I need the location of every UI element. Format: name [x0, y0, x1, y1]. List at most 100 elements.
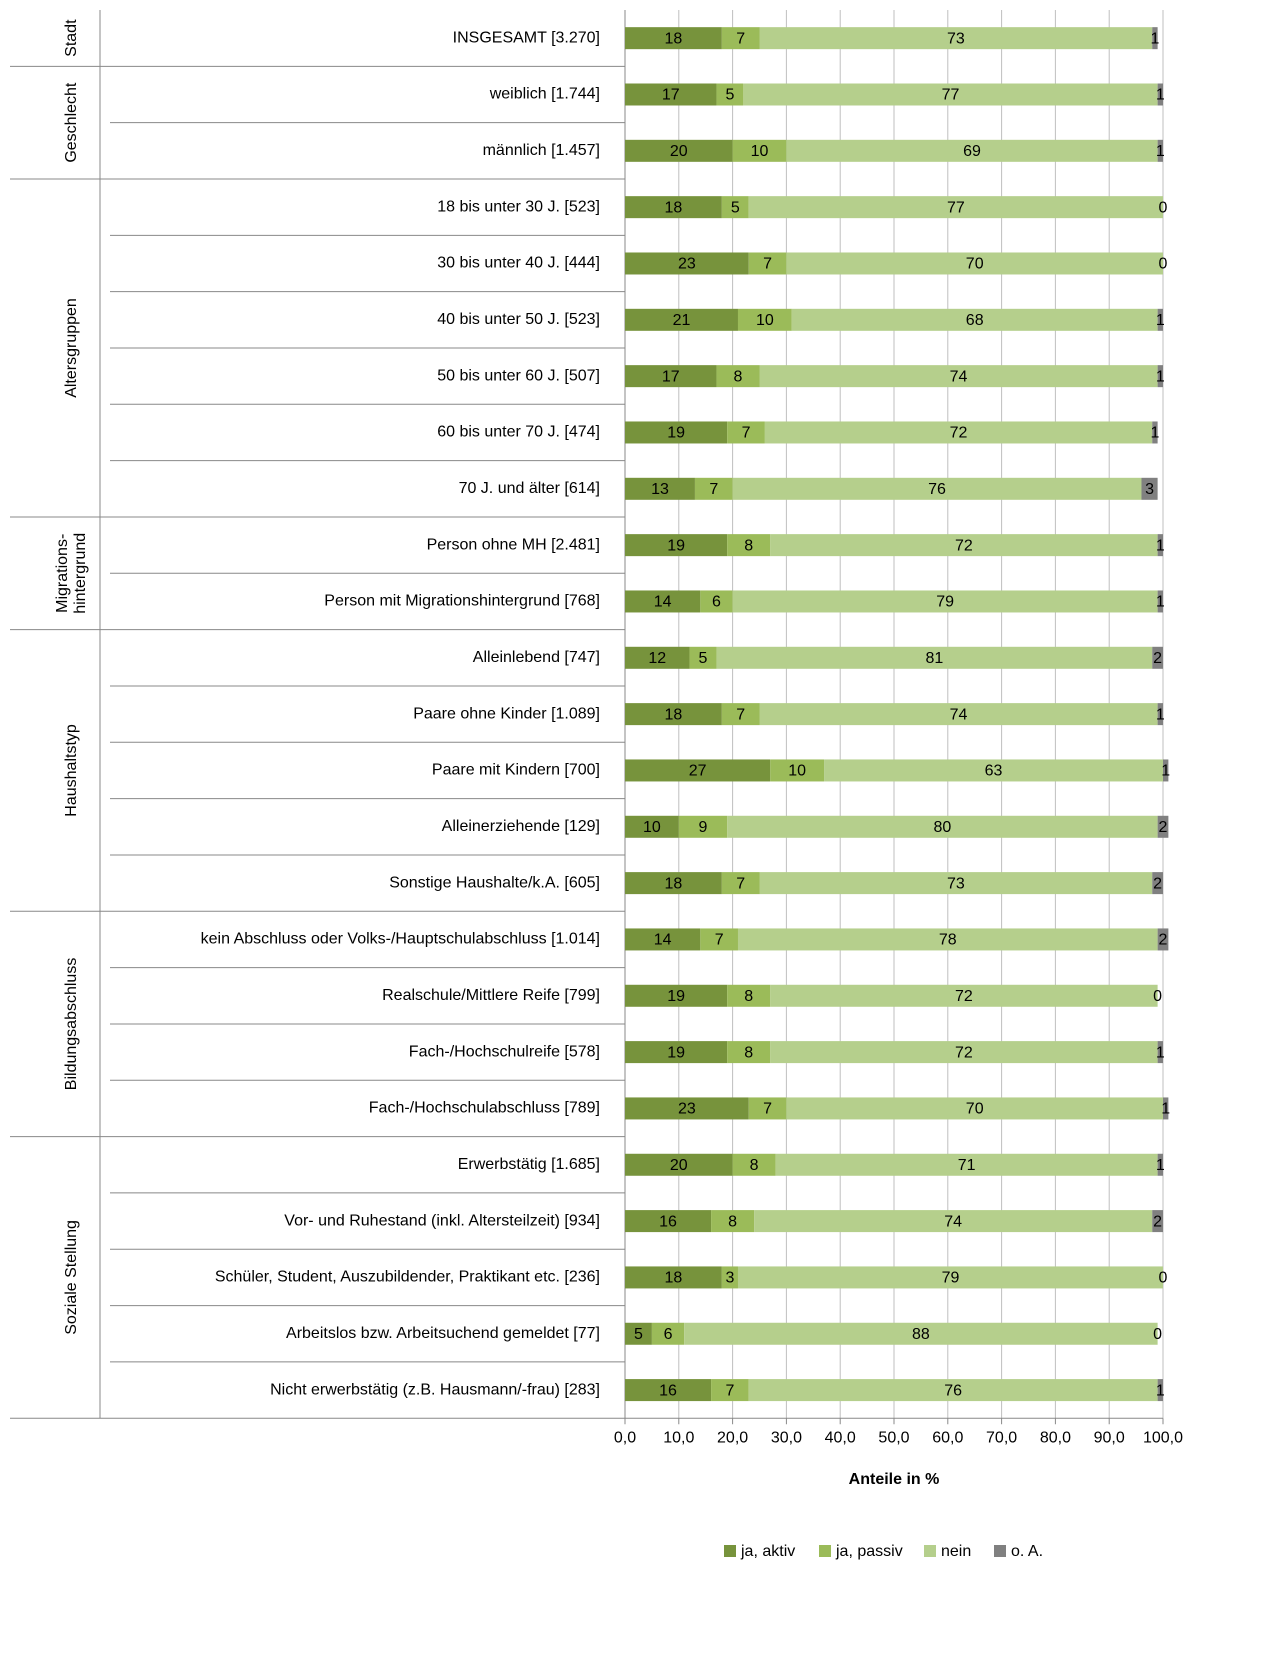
data-label: 3 — [725, 1270, 734, 1287]
bar-segment — [759, 365, 1158, 388]
data-label: 17 — [662, 87, 680, 104]
data-label: 1 — [1150, 425, 1159, 442]
bar-segment — [625, 1210, 712, 1233]
group-label: Geschlecht — [63, 82, 80, 163]
bar-segment — [625, 1153, 733, 1176]
x-tick-label: 30,0 — [771, 1429, 802, 1446]
data-label: 18 — [665, 1270, 683, 1287]
data-label: 23 — [678, 256, 696, 273]
data-label: 0 — [1153, 1326, 1162, 1343]
bar-segment — [721, 196, 749, 219]
data-label: 13 — [651, 481, 669, 498]
category-label: 18 bis unter 30 J. [523] — [437, 198, 600, 215]
data-label: 20 — [670, 143, 688, 160]
data-label: 18 — [665, 199, 683, 216]
data-label: 12 — [648, 650, 666, 667]
data-label: 1 — [1161, 763, 1170, 780]
bar-segment — [786, 139, 1158, 162]
bar-segment — [684, 1322, 1158, 1345]
legend-label: ja, aktiv — [740, 1543, 795, 1560]
bar-segment — [625, 815, 679, 838]
category-label: Alleinlebend [747] — [473, 649, 600, 666]
bar-segment — [754, 1210, 1153, 1233]
bar-segment — [625, 139, 733, 162]
bar-segment — [1157, 534, 1163, 557]
data-label: 5 — [725, 87, 734, 104]
category-label: Erwerbstätig [1.685] — [458, 1156, 600, 1173]
category-label: weiblich [1.744] — [489, 86, 600, 103]
category-label: 70 J. und älter [614] — [459, 480, 600, 497]
bar-segment — [721, 27, 760, 50]
data-label: 63 — [985, 763, 1003, 780]
data-label: 10 — [643, 819, 661, 836]
data-label: 23 — [678, 1101, 696, 1118]
bar-segment — [1152, 421, 1158, 444]
data-label: 16 — [659, 1382, 677, 1399]
bar-segment — [689, 646, 717, 669]
legend-swatch — [819, 1545, 831, 1557]
data-label: 80 — [934, 819, 952, 836]
bar-segment — [727, 534, 771, 557]
legend-label: ja, passiv — [835, 1543, 903, 1560]
category-label: Realschule/Mittlere Reife [799] — [382, 987, 600, 1004]
data-label: 1 — [1156, 594, 1165, 611]
legend-label: o. A. — [1011, 1543, 1043, 1560]
data-label: 8 — [744, 1044, 753, 1061]
bar-segment — [737, 928, 1158, 951]
bar-segment — [727, 984, 771, 1007]
group-label: Altersgruppen — [63, 298, 80, 398]
data-label: 19 — [667, 1044, 685, 1061]
data-label: 8 — [744, 537, 753, 554]
bar-segment — [737, 308, 792, 331]
category-label: Fach-/Hochschulabschluss [789] — [369, 1100, 600, 1117]
data-label: 7 — [715, 932, 724, 949]
data-label: 18 — [665, 706, 683, 723]
data-label: 6 — [664, 1326, 673, 1343]
data-label: 78 — [939, 932, 957, 949]
bar-segment — [786, 252, 1163, 275]
bar-segment — [1152, 872, 1163, 895]
data-label: 6 — [712, 594, 721, 611]
bar-segment — [625, 308, 738, 331]
bar-segment — [625, 1322, 652, 1345]
data-label: 76 — [928, 481, 946, 498]
category-label: Sonstige Haushalte/k.A. [605] — [389, 874, 600, 891]
x-tick-label: 40,0 — [825, 1429, 856, 1446]
data-label: 70 — [966, 1101, 984, 1118]
group-label: Soziale Stellung — [63, 1220, 80, 1335]
bar-segment — [1157, 308, 1163, 331]
bar-segment — [737, 1266, 1163, 1289]
bar-segment — [748, 196, 1163, 219]
data-label: 1 — [1156, 537, 1165, 554]
data-label: 20 — [670, 1157, 688, 1174]
bar-segment — [1157, 1379, 1163, 1402]
data-label: 74 — [950, 368, 968, 385]
bar-segment — [625, 27, 722, 50]
category-label: Person ohne MH [2.481] — [427, 536, 600, 553]
data-label: 1 — [1156, 1382, 1165, 1399]
category-label: 30 bis unter 40 J. [444] — [437, 255, 600, 272]
bar-segment — [625, 421, 728, 444]
data-label: 1 — [1156, 312, 1165, 329]
data-label: 27 — [689, 763, 707, 780]
category-label: kein Abschluss oder Volks-/Hauptschulabs… — [201, 931, 600, 948]
bar-segment — [625, 590, 701, 613]
data-label: 8 — [750, 1157, 759, 1174]
bar-segment — [625, 872, 722, 895]
x-tick-label: 50,0 — [878, 1429, 909, 1446]
bar-segment — [625, 1379, 712, 1402]
bar-segment — [748, 252, 787, 275]
category-label: Paare ohne Kinder [1.089] — [413, 705, 600, 722]
bar-segment — [770, 1041, 1158, 1064]
bar-segment — [1152, 1210, 1163, 1233]
bar-segment — [1157, 590, 1163, 613]
group-label: Stadt — [63, 19, 80, 57]
bar-segment — [1163, 1097, 1169, 1120]
bar-segment — [625, 759, 771, 782]
data-label: 7 — [763, 256, 772, 273]
category-label: Alleinerziehende [129] — [442, 818, 600, 835]
data-label: 5 — [731, 199, 740, 216]
data-label: 17 — [662, 368, 680, 385]
data-label: 70 — [966, 256, 984, 273]
